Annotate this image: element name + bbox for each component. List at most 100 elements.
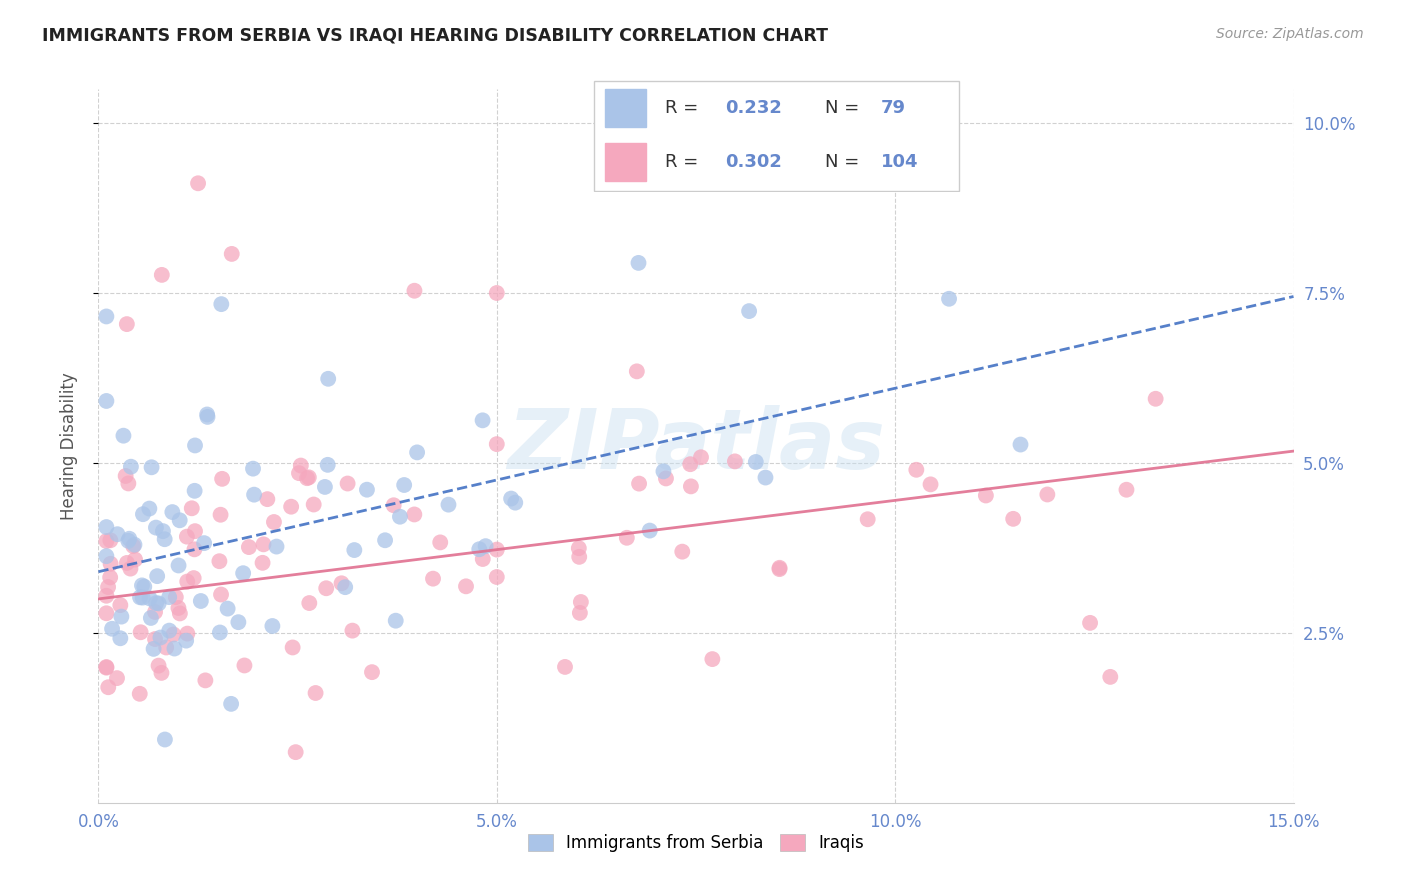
Point — [195, 408, 218, 422]
Point — [134, 580, 156, 594]
Point — [138, 501, 160, 516]
Point — [96, 520, 118, 534]
Point — [281, 640, 304, 655]
Point — [197, 409, 219, 424]
Point — [228, 615, 250, 630]
Point — [97, 580, 120, 594]
Point — [115, 556, 138, 570]
Point — [754, 470, 776, 484]
Text: 0.232: 0.232 — [724, 99, 782, 117]
Point — [100, 557, 122, 571]
Point — [96, 607, 118, 621]
Point — [110, 598, 132, 612]
Point — [243, 488, 266, 502]
Point — [626, 364, 648, 378]
Point — [208, 625, 231, 640]
Point — [96, 549, 118, 563]
Point — [336, 476, 359, 491]
Point — [100, 533, 122, 548]
Point — [1010, 437, 1032, 451]
Bar — [606, 143, 647, 180]
Point — [554, 660, 576, 674]
Point — [342, 624, 364, 638]
Text: 104: 104 — [882, 153, 918, 170]
Point — [671, 544, 693, 558]
Point — [129, 591, 152, 605]
Legend: Immigrants from Serbia, Iraqis: Immigrants from Serbia, Iraqis — [522, 827, 870, 859]
Point — [97, 680, 120, 694]
Point — [356, 483, 378, 497]
Point — [485, 570, 508, 584]
Point — [150, 268, 173, 282]
Point — [152, 524, 174, 538]
Point — [174, 633, 197, 648]
Point — [232, 566, 254, 581]
Point — [96, 589, 118, 603]
Point — [167, 601, 190, 615]
Point — [361, 665, 384, 680]
Point — [568, 606, 591, 620]
Text: N =: N = — [825, 153, 865, 170]
Point — [209, 297, 232, 311]
Point — [768, 562, 790, 576]
Point — [304, 686, 326, 700]
Point — [167, 558, 190, 573]
Point — [568, 541, 591, 556]
Point — [474, 539, 496, 553]
Point — [938, 292, 960, 306]
Text: N =: N = — [825, 99, 865, 117]
Point — [184, 438, 207, 452]
Point — [454, 579, 477, 593]
Bar — [606, 89, 647, 128]
Point — [471, 413, 494, 427]
Point — [163, 641, 186, 656]
Point — [193, 536, 215, 550]
Point — [638, 524, 661, 538]
Point — [157, 624, 180, 638]
Point — [165, 590, 187, 604]
Point — [155, 640, 177, 655]
Point — [153, 732, 176, 747]
Point — [221, 247, 243, 261]
Point — [290, 458, 312, 473]
Point — [183, 542, 205, 557]
Point — [679, 457, 702, 471]
Point — [266, 540, 288, 554]
Point — [679, 479, 702, 493]
Point — [628, 476, 651, 491]
Point — [110, 609, 132, 624]
Point — [122, 539, 145, 553]
Point — [1144, 392, 1167, 406]
Point — [242, 461, 264, 475]
Point — [652, 464, 675, 478]
Point — [724, 454, 747, 468]
Point — [568, 549, 591, 564]
Point — [162, 627, 184, 641]
Point — [118, 532, 141, 546]
Point — [263, 515, 285, 529]
Point — [468, 542, 491, 557]
Point — [112, 428, 135, 442]
Point — [503, 496, 526, 510]
Point — [145, 596, 167, 610]
Point — [738, 304, 761, 318]
Point — [117, 476, 139, 491]
Point — [238, 540, 260, 554]
Point — [139, 611, 162, 625]
Point — [209, 588, 232, 602]
Point — [141, 460, 163, 475]
Point — [295, 471, 318, 485]
Y-axis label: Hearing Disability: Hearing Disability — [59, 372, 77, 520]
Point — [768, 561, 790, 575]
Text: R =: R = — [665, 153, 704, 170]
Point — [145, 520, 167, 534]
Point — [120, 561, 142, 575]
Point — [176, 574, 198, 589]
Point — [422, 572, 444, 586]
Point — [485, 285, 508, 300]
Point — [1115, 483, 1137, 497]
Point — [150, 665, 173, 680]
Point — [569, 595, 592, 609]
Point — [745, 455, 768, 469]
Point — [128, 687, 150, 701]
